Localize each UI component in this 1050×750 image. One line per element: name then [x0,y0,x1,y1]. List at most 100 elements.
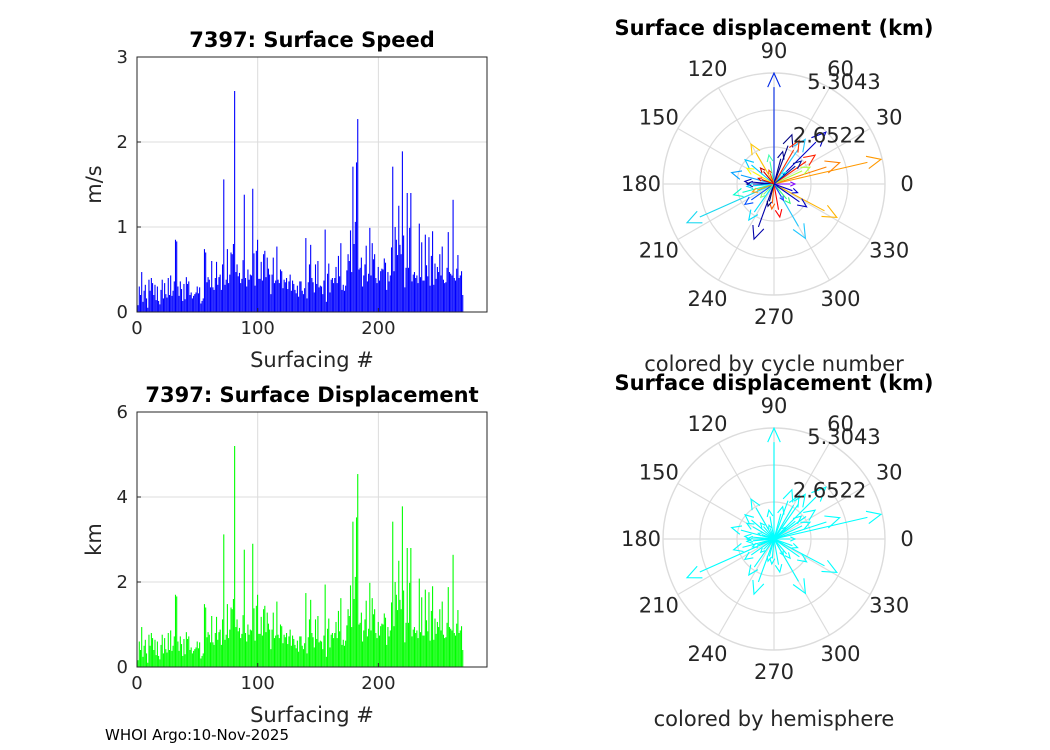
displacement-bar [351,627,353,667]
displacement-bar [447,587,449,667]
displacement-bar [215,616,218,667]
displacement-bar [240,638,242,667]
speed-bar [430,255,432,312]
speed-bar [153,295,155,312]
displacement-bar [177,641,179,667]
speed-bar [381,268,383,312]
polar-cycle-vector-arrow [766,153,775,185]
polar-hemisphere-vector-arrow [773,505,785,540]
displacement-bar [347,609,349,667]
surface-speed-xlabel: Surfacing # [250,348,374,372]
displacement-bar [462,650,464,667]
displacement-xtick-label: 200 [361,673,395,694]
speed-bar [451,275,453,312]
speed-bar [425,265,428,312]
speed-bar [269,274,271,312]
speed-bar [141,272,143,312]
speed-bar [261,280,263,312]
polar-cycle-vector-arrow [773,183,783,219]
displacement-bar [156,641,158,667]
speed-bar [226,249,228,312]
displacement-bar [454,635,457,667]
speed-bar [317,261,319,312]
polar-cycle-spoke [717,183,775,281]
speed-bar [283,279,285,312]
speed-bar [190,292,192,312]
displacement-bar [190,647,192,667]
displacement-bar [406,548,408,667]
displacement-bar [410,548,412,667]
polar-hemisphere-panel: 0 30 60 90 120 150 180 210 240 270 300 330 2.6522 5.3… [614,371,933,731]
polar-hemisphere-vector-arrow [769,538,776,566]
speed-bar [411,281,413,312]
displacement-bar [457,610,459,667]
polar-hemisphere-vector-arrow [759,538,775,554]
displacement-bar [407,622,409,667]
speed-bar [337,255,339,312]
displacement-bar [252,543,254,667]
displacement-bar [205,607,207,667]
displacement-bar [432,586,434,667]
speed-bar [370,275,372,312]
speed-bar [363,275,365,312]
speed-bar [205,252,207,312]
speed-bar [147,307,149,312]
speed-bar [417,283,419,312]
speed-bar [180,289,183,312]
speed-bar [162,298,164,312]
displacement-bar [300,636,302,667]
speed-bar [399,244,401,312]
displacement-bar [203,604,206,667]
displacement-bar [191,653,193,667]
displacement-bar [435,633,437,667]
speed-bar [150,278,152,312]
polar-hemisphere-vector-arrow [767,426,781,539]
speed-bar [260,261,262,312]
displacement-bar [306,653,308,667]
displacement-bar [143,645,145,667]
displacement-bar [305,593,307,667]
displacement-bar [428,592,430,667]
polar-hemisphere-angle-label: 0 [900,527,913,551]
speed-bar [393,271,395,312]
polar-hemisphere-vector-arrow [766,508,775,540]
displacement-bar [180,644,183,667]
displacement-bar [411,636,413,667]
speed-bar [458,278,460,312]
displacement-bar [307,637,309,667]
displacement-xtick-label: 100 [241,673,275,694]
speed-bar [144,284,146,312]
speed-bar [152,283,154,312]
displacement-bar [329,647,331,667]
speed-bar [429,285,431,312]
speed-bar [191,298,193,312]
speed-bar [176,241,178,312]
displacement-bar [249,629,251,667]
speed-bar [231,254,233,312]
speed-bar [423,280,425,312]
displacement-bar [279,624,282,667]
displacement-bar [392,521,394,667]
speed-bar [296,285,298,312]
displacement-bar [288,636,290,667]
speed-bar [295,293,297,312]
speed-bar [287,289,289,312]
speed-bar [424,234,426,312]
displacement-bar [413,627,416,667]
speed-bar [413,272,416,312]
speed-bar [311,278,313,312]
speed-bar [197,293,199,312]
speed-bar [209,287,212,312]
speed-bar [364,264,366,312]
speed-bar [240,283,242,312]
displacement-bar [453,633,455,667]
speed-bar [450,273,452,312]
speed-bar [343,290,346,312]
displacement-bar [444,638,446,667]
displacement-bar [312,637,314,667]
speed-bar [351,272,353,312]
speed-bar [339,276,341,312]
speed-bar [214,278,216,312]
polar-cycle-vector-arrow [768,168,775,185]
speed-bar [353,244,355,312]
